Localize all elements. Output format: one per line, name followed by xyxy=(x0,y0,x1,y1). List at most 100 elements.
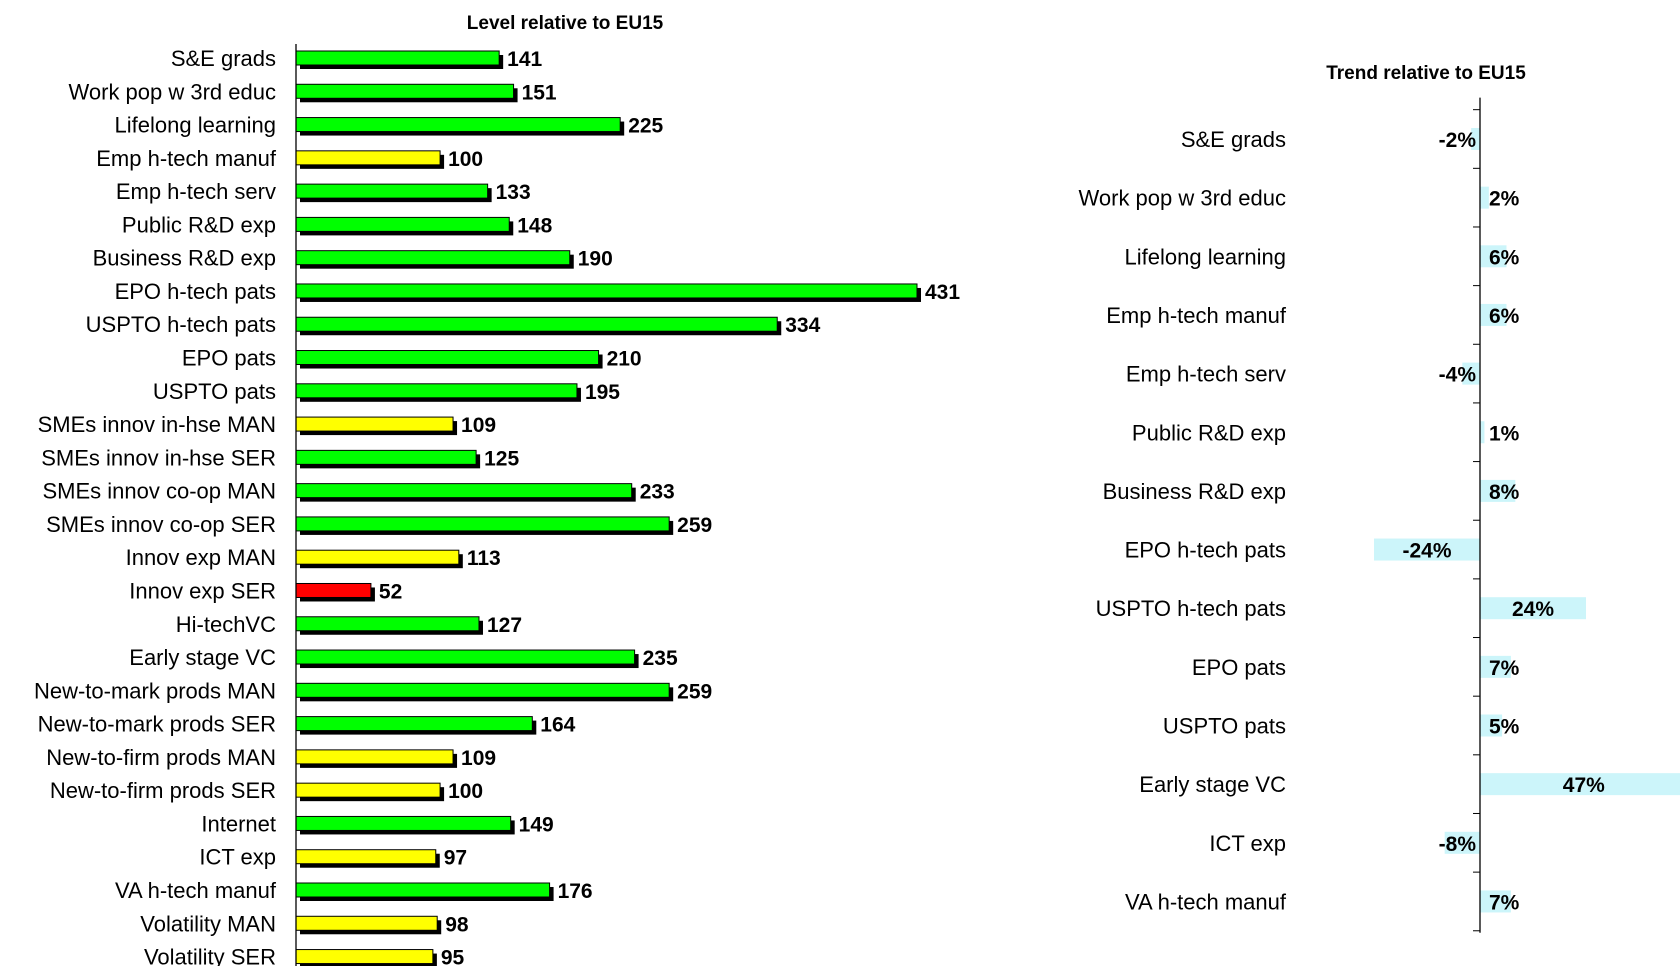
level-bar-public-r-d-exp xyxy=(295,216,510,232)
trend-category-label-uspto-pats: USPTO pats xyxy=(1163,714,1286,739)
trend-category-label-s-e-grads: S&E grads xyxy=(1181,127,1286,152)
level-value-label-work-pop-w-3rd-educ: 151 xyxy=(522,81,557,104)
level-value-label-public-r-d-exp: 148 xyxy=(517,214,552,237)
level-category-label-hi-techvc: Hi-techVC xyxy=(176,612,276,637)
level-category-label-ict-exp: ICT exp xyxy=(199,845,276,870)
level-category-label-lifelong-learning: Lifelong learning xyxy=(115,113,276,138)
level-category-label-early-stage-vc: Early stage VC xyxy=(129,645,276,670)
level-chart: Level relative to EU15 S&E grads 141 Work … xyxy=(34,13,960,966)
trend-value-label-ict-exp: -8% xyxy=(1439,833,1477,856)
level-bar-uspto-pats xyxy=(295,383,578,399)
level-chart-title: Level relative to EU15 xyxy=(467,13,664,34)
level-value-label-va-h-tech-manuf: 176 xyxy=(558,880,593,903)
trend-value-label-s-e-grads: -2% xyxy=(1439,129,1477,152)
trend-bar-s-e-grads xyxy=(1471,128,1480,150)
level-bar-new-to-mark-prods-ser xyxy=(295,716,533,732)
level-bar-smes-innov-in-hse-ser xyxy=(295,449,477,465)
level-value-label-smes-innov-co-op-ser: 259 xyxy=(677,514,712,537)
trend-bar-va-h-tech-manuf xyxy=(1480,890,1511,913)
level-bar-emp-h-tech-manuf xyxy=(295,150,441,166)
trend-bar-uspto-pats xyxy=(1480,714,1503,737)
level-bar-epo-h-tech-pats xyxy=(295,283,918,299)
level-value-label-early-stage-vc: 235 xyxy=(643,647,678,670)
level-value-label-emp-h-tech-manuf: 100 xyxy=(448,148,483,171)
trend-value-label-emp-h-tech-serv: -4% xyxy=(1439,364,1477,387)
level-value-label-internet: 149 xyxy=(519,813,554,836)
level-category-label-s-e-grads: S&E grads xyxy=(171,46,276,71)
trend-value-label-lifelong-learning: 6% xyxy=(1489,246,1520,269)
level-bar-innov-exp-ser xyxy=(295,582,372,598)
trend-category-label-public-r-d-exp: Public R&D exp xyxy=(1132,420,1286,445)
trend-value-label-epo-pats: 7% xyxy=(1489,657,1520,680)
level-category-label-innov-exp-man: Innov exp MAN xyxy=(126,545,276,570)
level-category-label-emp-h-tech-manuf: Emp h-tech manuf xyxy=(96,146,277,171)
trend-category-label-epo-h-tech-pats: EPO h-tech pats xyxy=(1125,538,1286,563)
level-value-label-uspto-pats: 195 xyxy=(585,381,620,404)
level-bar-smes-innov-in-hse-man xyxy=(295,416,454,432)
level-bar-smes-innov-co-op-man xyxy=(295,483,633,499)
level-bar-work-pop-w-3rd-educ xyxy=(295,83,515,99)
trend-bar-emp-h-tech-serv xyxy=(1462,362,1480,385)
level-category-label-new-to-mark-prods-man: New-to-mark prods MAN xyxy=(34,678,276,703)
level-value-label-volatility-man: 98 xyxy=(445,913,469,936)
level-bar-early-stage-vc xyxy=(295,649,636,665)
trend-bar-ict-exp xyxy=(1444,831,1480,854)
level-bar-smes-innov-co-op-ser xyxy=(295,516,670,532)
trend-bar-work-pop-w-3rd-educ xyxy=(1480,186,1489,209)
trend-bar-business-r-d-exp xyxy=(1480,479,1516,502)
level-bar-ict-exp xyxy=(295,849,437,865)
level-chart-marks: S&E grads 141 Work pop w 3rd educ 151 Lifelo… xyxy=(34,46,960,966)
level-category-label-smes-innov-co-op-ser: SMEs innov co-op SER xyxy=(46,512,276,537)
level-category-label-volatility-man: Volatility MAN xyxy=(140,911,276,936)
level-category-label-internet: Internet xyxy=(201,811,276,836)
trend-value-label-uspto-pats: 5% xyxy=(1489,716,1520,739)
level-value-label-innov-exp-man: 113 xyxy=(467,547,501,570)
level-bar-internet xyxy=(295,815,512,831)
level-category-label-va-h-tech-manuf: VA h-tech manuf xyxy=(115,878,277,903)
level-value-label-new-to-mark-prods-ser: 164 xyxy=(540,714,575,737)
level-category-label-volatility-ser: Volatility SER xyxy=(144,945,276,966)
level-category-label-smes-innov-co-op-man: SMEs innov co-op MAN xyxy=(42,479,276,504)
level-bar-epo-pats xyxy=(295,350,600,366)
level-category-label-business-r-d-exp: Business R&D exp xyxy=(93,246,276,271)
trend-bar-emp-h-tech-manuf xyxy=(1480,303,1507,326)
trend-value-label-epo-h-tech-pats: -24% xyxy=(1402,540,1451,563)
trend-category-label-early-stage-vc: Early stage VC xyxy=(1139,772,1286,797)
trend-chart-marks: S&E grads -2% Work pop w 3rd educ 2% Lifelon… xyxy=(1079,109,1680,932)
trend-value-label-va-h-tech-manuf: 7% xyxy=(1489,891,1520,914)
level-category-label-work-pop-w-3rd-educ: Work pop w 3rd educ xyxy=(69,79,276,104)
trend-value-label-work-pop-w-3rd-educ: 2% xyxy=(1489,188,1520,211)
level-bar-uspto-h-tech-pats xyxy=(295,316,778,332)
trend-value-label-uspto-h-tech-pats: 24% xyxy=(1512,598,1554,621)
level-bar-volatility-man xyxy=(295,915,438,931)
level-bar-va-h-tech-manuf xyxy=(295,882,551,898)
level-bar-new-to-firm-prods-ser xyxy=(295,782,441,798)
level-category-label-new-to-firm-prods-ser: New-to-firm prods SER xyxy=(50,778,276,803)
level-bar-new-to-firm-prods-man xyxy=(295,749,454,765)
level-category-label-emp-h-tech-serv: Emp h-tech serv xyxy=(116,179,276,204)
trend-value-label-emp-h-tech-manuf: 6% xyxy=(1489,305,1520,328)
trend-bar-uspto-h-tech-pats xyxy=(1480,597,1586,620)
level-bar-new-to-mark-prods-man xyxy=(295,682,670,698)
level-value-label-emp-h-tech-serv: 133 xyxy=(496,181,531,204)
level-value-label-s-e-grads: 141 xyxy=(507,48,542,71)
level-value-label-volatility-ser: 95 xyxy=(441,947,465,966)
level-bar-emp-h-tech-serv xyxy=(295,183,489,199)
trend-category-label-work-pop-w-3rd-educ: Work pop w 3rd educ xyxy=(1079,186,1286,211)
level-value-label-new-to-firm-prods-ser: 100 xyxy=(448,780,483,803)
trend-bar-early-stage-vc xyxy=(1480,773,1680,796)
level-value-label-lifelong-learning: 225 xyxy=(628,115,663,138)
level-bar-s-e-grads xyxy=(295,50,500,66)
level-value-label-ict-exp: 97 xyxy=(444,847,467,870)
level-value-label-business-r-d-exp: 190 xyxy=(578,248,613,271)
level-category-label-smes-innov-in-hse-ser: SMEs innov in-hse SER xyxy=(41,445,276,470)
level-category-label-epo-pats: EPO pats xyxy=(182,346,276,371)
level-category-label-new-to-firm-prods-man: New-to-firm prods MAN xyxy=(46,745,276,770)
trend-chart-title: Trend relative to EU15 xyxy=(1326,63,1526,84)
level-category-label-uspto-h-tech-pats: USPTO h-tech pats xyxy=(86,312,276,337)
trend-value-label-public-r-d-exp: 1% xyxy=(1489,422,1520,445)
level-category-label-uspto-pats: USPTO pats xyxy=(153,379,276,404)
trend-bar-public-r-d-exp xyxy=(1480,421,1485,444)
trend-category-label-epo-pats: EPO pats xyxy=(1192,655,1286,680)
